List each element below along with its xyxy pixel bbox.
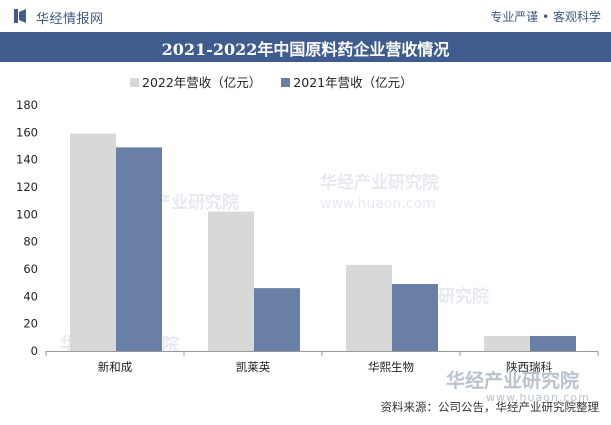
watermark: 华经产业研究院 www.huaon.com: [320, 168, 439, 213]
bar-2021: [530, 335, 576, 351]
y-tick-label: 40: [23, 289, 38, 303]
x-tick-label: 凯莱英: [236, 360, 271, 374]
motto: 专业严谨 • 客观科学: [490, 10, 601, 24]
watermark-url: www.huaon.com: [320, 196, 436, 212]
x-tick-label: 新和成: [98, 360, 133, 374]
source-note: 资料来源：公司公告，华经产业研究院整理: [380, 400, 600, 414]
y-tick-label: 160: [16, 125, 38, 139]
bar-2022: [484, 335, 530, 351]
y-tick-label: 120: [16, 180, 38, 194]
legend-label-2022: 2022年营收（亿元）: [142, 75, 262, 90]
watermark-logo-url: www.huaon.com: [486, 391, 590, 404]
legend-swatch-2022: [130, 78, 139, 87]
bar-2021: [392, 284, 438, 351]
brand-name: 华经情报网: [36, 12, 104, 27]
watermark-logo-text: 华经产业研究院: [446, 370, 580, 392]
bar-2021: [254, 288, 300, 351]
y-tick-label: 60: [23, 262, 38, 276]
legend: 2022年营收（亿元） 2021年营收（亿元）: [130, 72, 429, 91]
y-tick-label: 180: [16, 98, 38, 112]
x-tick-label: 华熙生物: [368, 360, 414, 374]
legend-swatch-2021: [281, 78, 291, 87]
title-bar: [0, 32, 611, 62]
legend-item-2021: 2021年营收（亿元）: [281, 72, 413, 91]
y-tick-label: 140: [16, 153, 38, 167]
x-tick-label: 陕西瑞科: [506, 360, 552, 374]
bar-2022: [70, 133, 116, 351]
logo-icon: [14, 9, 26, 23]
bar-2022: [346, 264, 392, 351]
bar-2021: [116, 147, 162, 351]
y-tick-label: 100: [16, 207, 38, 221]
y-tick-label: 20: [23, 317, 38, 331]
y-tick-label: 0: [31, 344, 38, 358]
legend-item-2022: 2022年营收（亿元）: [130, 72, 261, 91]
legend-label-2021: 2021年营收（亿元）: [293, 75, 413, 90]
top-bar: 华经情报网 专业严谨 • 客观科学: [0, 0, 611, 32]
y-tick-label: 80: [23, 235, 38, 249]
chart-title: 2021-2022年中国原料药企业营收情况: [161, 40, 450, 59]
watermark-text: 华经产业研究院: [320, 173, 439, 193]
bar-2022: [208, 211, 254, 351]
